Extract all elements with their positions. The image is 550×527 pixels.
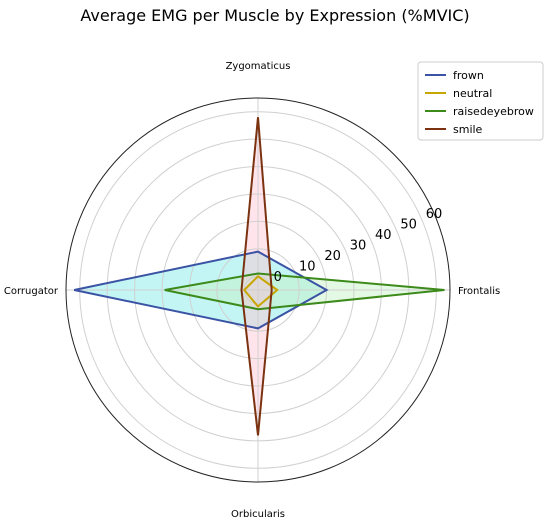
series-lines bbox=[73, 117, 445, 436]
r-tick-label: 60 bbox=[426, 207, 443, 222]
chart-title: Average EMG per Muscle by Expression (%M… bbox=[80, 6, 470, 25]
r-tick-label: 10 bbox=[299, 259, 316, 274]
legend-label-neutral: neutral bbox=[453, 87, 492, 100]
series-line-neutral bbox=[242, 274, 279, 308]
polar-frame bbox=[65, 97, 451, 483]
legend-label-raisedeyebrow: raisedeyebrow bbox=[453, 105, 534, 118]
series-line-raisedeyebrow bbox=[164, 272, 445, 311]
axis-label-frontalis: Frontalis bbox=[458, 286, 500, 297]
series-line-frown bbox=[73, 250, 329, 330]
legend: frown neutral raisedeyebrow smile bbox=[417, 61, 544, 141]
legend-label-smile: smile bbox=[453, 123, 483, 136]
r-tick-label: 30 bbox=[350, 238, 367, 253]
r-tick-label: 50 bbox=[400, 217, 417, 232]
axis-label-corrugator: Corrugator bbox=[4, 286, 59, 297]
axis-labels: Frontalis Zygomaticus Corrugator Orbiculari… bbox=[4, 61, 500, 520]
radial-tick-labels: 0 10 20 30 40 50 60 bbox=[274, 207, 443, 285]
r-tick-label: 20 bbox=[324, 249, 341, 264]
legend-label-frown: frown bbox=[453, 69, 484, 82]
axis-label-orbicularis: Orbicularis bbox=[231, 509, 285, 520]
legend-box bbox=[417, 61, 544, 141]
angular-grid bbox=[66, 98, 450, 482]
axis-label-zygomaticus: Zygomaticus bbox=[226, 61, 291, 72]
series-fill-raisedeyebrow bbox=[164, 273, 445, 310]
r-tick-label: 40 bbox=[375, 228, 392, 243]
r-tick-label: 0 bbox=[274, 270, 282, 285]
series-line-smile bbox=[240, 117, 273, 436]
